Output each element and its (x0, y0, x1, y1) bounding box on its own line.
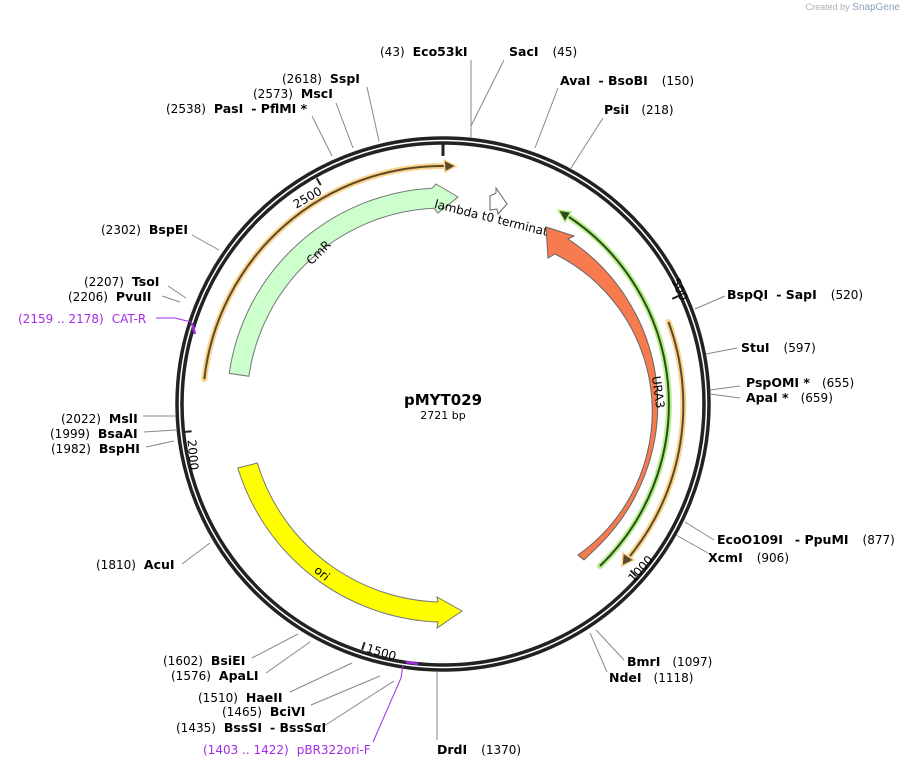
snapgene-logo: SnapGene (852, 2, 900, 13)
orange-feature-right-arc (621, 319, 687, 568)
enzyme-bmri[interactable]: BmrI (1097) (627, 654, 712, 669)
enzyme-tsoi[interactable]: (2207) TsoI (84, 274, 159, 289)
enzyme-msci[interactable]: (2573) MscI (253, 86, 333, 101)
enzyme-bspqi-sapi[interactable]: BspQI - SapI (520) (727, 287, 863, 302)
enzyme-bspei[interactable]: (2302) BspEI (101, 222, 188, 237)
enzyme-apai[interactable]: ApaI * (659) (746, 390, 833, 405)
green-feature-arc (556, 209, 672, 569)
enzyme-pvuii[interactable]: (2206) PvuII (68, 289, 151, 304)
enzyme-bcivi[interactable]: (1465) BciVI (222, 704, 305, 719)
tick-label-2000: 2000 (184, 439, 201, 471)
orange-feature-top-arc (201, 158, 458, 383)
feature-lambda-terminator-arrow[interactable] (489, 186, 508, 216)
enzyme-bsssi-bsssai[interactable]: (1435) BssSI - BssSαI (176, 720, 326, 735)
enzyme-psii[interactable]: PsiI (218) (604, 102, 674, 117)
feature-label-ura3: URA3 (649, 375, 667, 409)
enzyme-xcmi[interactable]: XcmI (906) (708, 550, 789, 565)
plasmid-name: pMYT029 (404, 391, 482, 409)
enzyme-bsaai[interactable]: (1999) BsaAI (50, 426, 138, 441)
primer-cat-r-mark (190, 322, 197, 335)
enzyme-drdi[interactable]: DrdI (1370) (437, 742, 521, 757)
leader-lines (143, 59, 741, 740)
enzyme-pspomi[interactable]: PspOMI * (655) (746, 375, 854, 390)
primer-leaders (156, 317, 404, 743)
feature-ori-arrow[interactable] (237, 462, 463, 630)
plasmid-length: 2721 bp (420, 409, 465, 422)
primer-cat-r[interactable]: (2159 .. 2178) CAT-R (18, 312, 146, 326)
enzyme-haeii[interactable]: (1510) HaeII (198, 690, 283, 705)
feature-cmr-arrow[interactable] (228, 183, 459, 377)
enzyme-acui[interactable]: (1810) AcuI (96, 557, 175, 572)
enzyme-apali[interactable]: (1576) ApaLI (171, 668, 259, 683)
enzyme-bsiei[interactable]: (1602) BsiEI (163, 653, 245, 668)
enzyme-pasi-pflmi[interactable]: (2538) PasI - PflMI * (166, 101, 308, 116)
enzyme-avai-bsobi[interactable]: AvaI - BsoBI (150) (560, 73, 694, 88)
enzyme-eco0109i-ppumi[interactable]: EcoO109I - PpuMI (877) (717, 532, 895, 547)
enzyme-eco53ki[interactable]: (43) Eco53kI (380, 44, 468, 59)
enzyme-bsphi[interactable]: (1982) BspHI (51, 441, 140, 456)
enzyme-saci[interactable]: SacI (45) (509, 44, 577, 59)
enzyme-stui[interactable]: StuI (597) (741, 340, 816, 355)
enzyme-msli[interactable]: (2022) MslI (61, 411, 138, 426)
enzyme-ndei[interactable]: NdeI (1118) (609, 670, 693, 685)
feature-ura3-arrow[interactable] (545, 226, 659, 561)
primer-pbr322ori-f[interactable]: (1403 .. 1422) pBR322ori-F (203, 743, 371, 757)
primer-pbr322ori-f-mark (405, 660, 419, 666)
position-ticks (183, 177, 681, 651)
snapgene-credit: Created by SnapGene (805, 2, 900, 13)
enzyme-sspi[interactable]: (2618) SspI (282, 71, 360, 86)
